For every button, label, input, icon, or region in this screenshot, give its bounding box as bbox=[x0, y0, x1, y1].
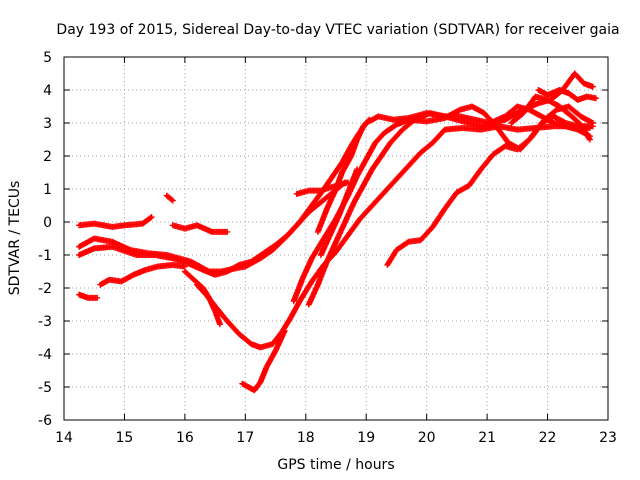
series-6-markers bbox=[163, 192, 176, 204]
series-9 bbox=[193, 123, 593, 351]
x-tick-label: 14 bbox=[55, 430, 73, 446]
series-10 bbox=[239, 327, 288, 394]
series-17-markers bbox=[535, 87, 599, 103]
series-16-markers bbox=[384, 113, 596, 268]
y-tick-label: 3 bbox=[43, 116, 52, 132]
y-tick-label: -1 bbox=[38, 248, 52, 264]
series-1 bbox=[76, 214, 155, 230]
y-axis: -6 -5 -4 -3 -2 -1 0 1 2 3 4 5 bbox=[38, 50, 608, 429]
x-tick-label: 23 bbox=[599, 430, 617, 446]
y-tick-label: 0 bbox=[43, 215, 52, 231]
series-7-markers bbox=[169, 222, 231, 235]
y-tick-label: 5 bbox=[43, 50, 52, 66]
y-axis-label: SDTVAR / TECUs bbox=[7, 181, 23, 296]
series-18 bbox=[508, 93, 593, 143]
chart-title: Day 193 of 2015, Sidereal Day-to-day VTE… bbox=[56, 22, 619, 38]
series-13-markers bbox=[314, 116, 373, 235]
series-18-markers bbox=[508, 93, 593, 143]
y-tick-label: -2 bbox=[38, 281, 52, 297]
series-10-markers bbox=[239, 327, 288, 394]
x-tick-label: 20 bbox=[418, 430, 436, 446]
series-15-markers bbox=[293, 179, 352, 197]
series-1-markers bbox=[76, 214, 155, 230]
y-tick-label: -4 bbox=[38, 347, 52, 363]
series-13 bbox=[314, 116, 373, 235]
series-14-markers bbox=[317, 166, 361, 258]
series-14 bbox=[317, 166, 361, 258]
plot-marks bbox=[76, 70, 599, 394]
series-17 bbox=[535, 87, 599, 103]
y-tick-label: -5 bbox=[38, 380, 52, 396]
x-axis-label: GPS time / hours bbox=[277, 457, 394, 473]
series-16 bbox=[384, 113, 596, 268]
series-4-markers bbox=[76, 291, 101, 301]
x-tick-label: 18 bbox=[297, 430, 315, 446]
series-4 bbox=[76, 291, 101, 301]
y-tick-label: -3 bbox=[38, 314, 52, 330]
x-tick-label: 15 bbox=[116, 430, 134, 446]
plot-frame bbox=[63, 56, 609, 421]
x-tick-label: 22 bbox=[539, 430, 557, 446]
y-tick-label: 4 bbox=[43, 83, 52, 99]
series-7 bbox=[169, 222, 231, 235]
x-tick-label: 19 bbox=[357, 430, 375, 446]
x-axis: 14 15 16 17 18 19 20 21 22 23 bbox=[55, 57, 617, 446]
x-tick-label: 17 bbox=[236, 430, 254, 446]
x-tick-label: 21 bbox=[478, 430, 496, 446]
series-5-markers bbox=[97, 261, 188, 288]
series-5 bbox=[97, 261, 188, 288]
y-tick-label: 1 bbox=[43, 182, 52, 198]
y-tick-label: -6 bbox=[38, 413, 52, 429]
series-9-markers bbox=[193, 123, 593, 351]
x-tick-label: 16 bbox=[176, 430, 194, 446]
y-tick-label: 2 bbox=[43, 149, 52, 165]
series-15 bbox=[293, 179, 352, 197]
series-6 bbox=[163, 192, 176, 204]
